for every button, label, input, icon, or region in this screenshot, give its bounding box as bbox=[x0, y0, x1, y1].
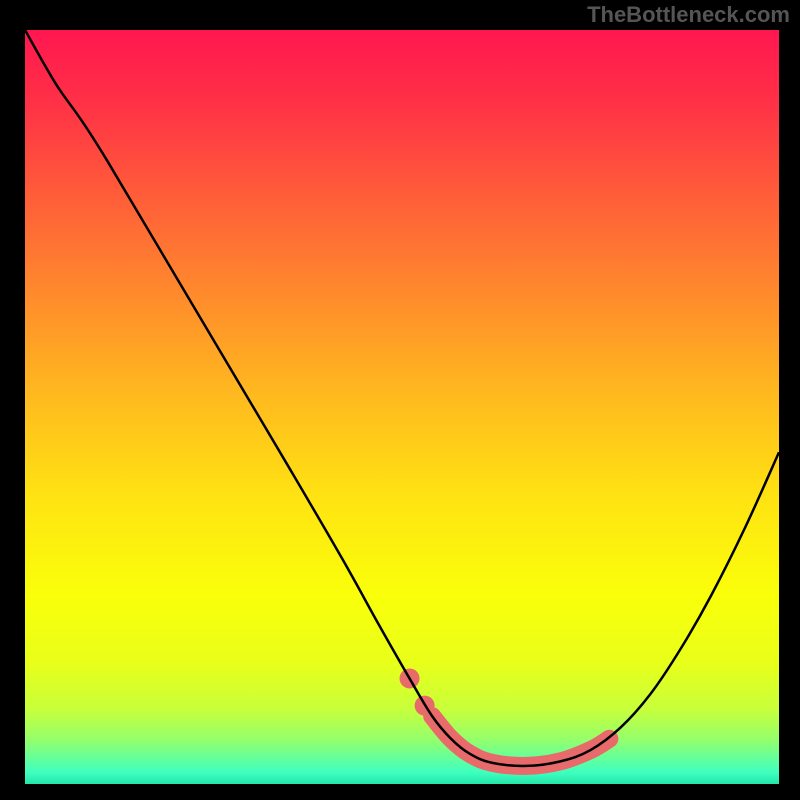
chart-curve-layer bbox=[25, 30, 779, 784]
optimal-range-highlight bbox=[432, 716, 609, 766]
bottleneck-chart bbox=[25, 30, 779, 784]
attribution-text: TheBottleneck.com bbox=[587, 2, 790, 28]
bottleneck-curve bbox=[25, 30, 779, 766]
